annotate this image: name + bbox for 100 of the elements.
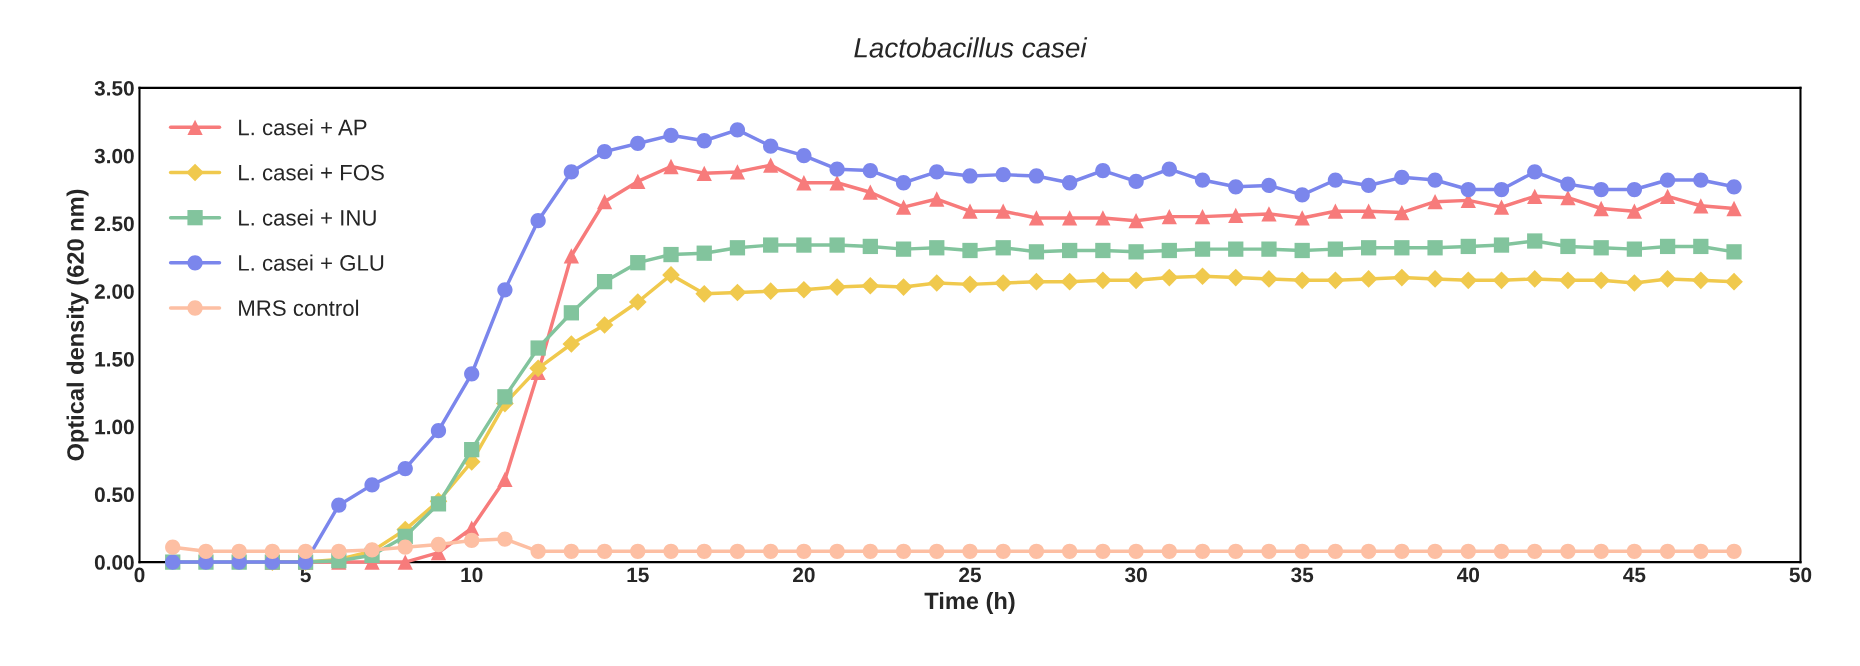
point bbox=[1028, 210, 1045, 226]
point bbox=[1260, 270, 1278, 288]
y-axis-title: Optical density (620 nm) bbox=[66, 189, 89, 461]
point bbox=[1161, 208, 1177, 225]
point bbox=[1060, 272, 1079, 291]
point bbox=[1027, 272, 1046, 291]
point bbox=[1560, 190, 1576, 206]
point bbox=[264, 543, 281, 559]
y-tick-label: 1.50 bbox=[95, 351, 134, 367]
point bbox=[1360, 177, 1377, 194]
point bbox=[1327, 172, 1344, 188]
point bbox=[828, 278, 846, 296]
x-tick-label: 0 bbox=[134, 567, 145, 583]
point bbox=[1393, 268, 1411, 287]
point bbox=[430, 423, 447, 439]
point bbox=[696, 543, 712, 559]
point bbox=[563, 543, 579, 559]
point bbox=[1193, 267, 1212, 286]
point bbox=[1693, 198, 1709, 214]
point bbox=[530, 340, 546, 356]
point bbox=[894, 278, 913, 296]
point bbox=[796, 148, 812, 164]
point bbox=[1525, 270, 1544, 288]
point bbox=[1693, 172, 1709, 188]
point bbox=[630, 135, 646, 152]
y-tick-label: 0.00 bbox=[94, 555, 134, 570]
point bbox=[796, 237, 812, 253]
point bbox=[761, 282, 780, 300]
point bbox=[1095, 543, 1111, 559]
point bbox=[927, 274, 946, 292]
point bbox=[1194, 172, 1211, 188]
point bbox=[1228, 241, 1244, 257]
point bbox=[1095, 210, 1111, 226]
point bbox=[1427, 240, 1443, 256]
point bbox=[929, 191, 945, 207]
point bbox=[1161, 161, 1177, 177]
point bbox=[497, 531, 513, 547]
point bbox=[1394, 204, 1410, 221]
point bbox=[630, 543, 646, 559]
point bbox=[563, 164, 579, 180]
point bbox=[1226, 268, 1245, 287]
point bbox=[1294, 187, 1310, 203]
point bbox=[1228, 179, 1244, 195]
point bbox=[1726, 200, 1742, 217]
x-tick-label: 30 bbox=[1124, 567, 1147, 583]
point bbox=[1360, 240, 1377, 256]
point bbox=[1028, 543, 1045, 559]
point bbox=[1326, 271, 1345, 290]
point bbox=[464, 366, 480, 382]
point bbox=[829, 237, 845, 253]
point bbox=[1028, 244, 1045, 260]
point bbox=[1460, 543, 1476, 559]
point bbox=[796, 175, 812, 191]
point bbox=[464, 532, 480, 549]
point bbox=[1360, 543, 1377, 559]
point bbox=[696, 245, 712, 261]
point bbox=[1493, 237, 1510, 253]
point bbox=[1128, 213, 1144, 229]
point bbox=[1128, 543, 1144, 559]
point bbox=[1293, 271, 1312, 290]
point bbox=[1294, 242, 1310, 259]
y-tick-label: 2.00 bbox=[94, 284, 134, 299]
point bbox=[962, 543, 978, 559]
point bbox=[530, 213, 546, 229]
point bbox=[1128, 173, 1144, 190]
point bbox=[628, 293, 647, 311]
point bbox=[1062, 210, 1078, 226]
point bbox=[962, 203, 978, 219]
point bbox=[961, 275, 979, 294]
point bbox=[795, 280, 813, 299]
point bbox=[1593, 200, 1609, 217]
point bbox=[1359, 270, 1378, 288]
point bbox=[1427, 194, 1443, 210]
point bbox=[1659, 238, 1676, 255]
point bbox=[1527, 233, 1543, 249]
point bbox=[1592, 271, 1611, 290]
point bbox=[1127, 271, 1145, 290]
point bbox=[530, 543, 546, 559]
point bbox=[995, 166, 1011, 183]
point bbox=[1327, 203, 1344, 219]
point bbox=[929, 543, 945, 559]
point bbox=[663, 127, 679, 143]
point bbox=[1161, 543, 1177, 559]
point bbox=[1726, 179, 1742, 195]
point bbox=[596, 543, 613, 559]
point bbox=[563, 305, 579, 321]
point bbox=[1261, 543, 1277, 559]
point bbox=[728, 283, 747, 302]
point bbox=[962, 168, 978, 184]
point bbox=[1028, 168, 1045, 184]
point bbox=[1062, 543, 1078, 559]
point bbox=[1261, 177, 1277, 194]
point bbox=[862, 162, 878, 179]
point bbox=[1560, 543, 1576, 559]
y-tick-label: 1.00 bbox=[95, 419, 134, 435]
point bbox=[895, 199, 912, 215]
point bbox=[497, 389, 513, 405]
point bbox=[1493, 181, 1510, 198]
point bbox=[198, 543, 214, 559]
point bbox=[464, 442, 480, 458]
